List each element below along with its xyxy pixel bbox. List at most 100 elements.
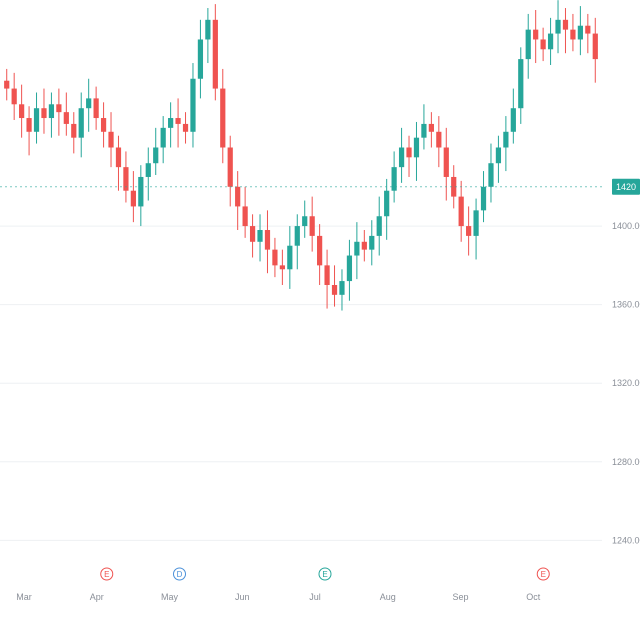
candle <box>212 4 218 101</box>
candle <box>197 19 204 99</box>
candle-body <box>451 176 457 197</box>
candle <box>153 127 159 175</box>
candle-body <box>86 98 92 109</box>
split-icon[interactable]: E <box>318 567 332 581</box>
candle-body <box>294 226 300 246</box>
candle <box>473 198 479 260</box>
candle-body <box>339 281 345 295</box>
candle-body <box>324 265 330 285</box>
candle <box>235 171 241 230</box>
candle-body <box>249 226 256 242</box>
candle-body <box>205 19 211 40</box>
candle <box>346 239 353 301</box>
candle-body <box>264 230 271 250</box>
candle-body <box>428 123 434 132</box>
candle-body <box>168 118 174 128</box>
candle <box>19 84 25 138</box>
candle <box>264 210 271 274</box>
candle-body <box>436 131 442 148</box>
candle <box>436 116 442 168</box>
candle <box>33 92 40 144</box>
candle <box>145 147 151 201</box>
current-price-label: 1420 <box>616 182 636 192</box>
candle-body <box>279 265 285 270</box>
candle-body <box>145 163 151 177</box>
earnings-icon[interactable]: E <box>536 567 550 581</box>
candle-body <box>376 216 382 236</box>
x-tick-label: May <box>161 592 179 602</box>
candle <box>175 98 181 148</box>
candle-body <box>115 147 122 168</box>
candle <box>503 116 509 172</box>
candle-body <box>100 118 107 132</box>
candle <box>4 68 10 101</box>
candle-body <box>26 118 32 132</box>
earnings-icon-letter: E <box>104 570 109 579</box>
candle-body <box>533 29 539 40</box>
candle <box>570 13 576 52</box>
candle <box>123 151 129 203</box>
candle-body <box>197 39 204 79</box>
candle-body <box>413 137 420 158</box>
candle-body <box>384 190 390 217</box>
candle-body <box>175 118 181 124</box>
candle <box>540 27 546 62</box>
candle <box>108 112 114 168</box>
earnings-icon[interactable]: E <box>100 567 114 581</box>
candle-body <box>495 147 502 164</box>
dividend-icon[interactable]: D <box>173 567 186 581</box>
candle <box>168 102 174 148</box>
candle <box>585 13 591 54</box>
candle-body <box>4 80 10 89</box>
x-tick-label: Oct <box>526 592 541 602</box>
x-tick-label: Apr <box>90 592 104 602</box>
candle <box>339 269 345 311</box>
candle <box>361 230 367 262</box>
candle-body <box>302 216 308 227</box>
candle <box>294 214 300 270</box>
candle-body <box>108 131 114 148</box>
candle <box>309 196 315 252</box>
candle-body <box>354 241 360 256</box>
candle <box>71 112 77 154</box>
candle <box>488 143 494 203</box>
candle <box>242 186 248 238</box>
y-tick-label: 1360.00 <box>612 300 640 310</box>
candle <box>56 88 62 136</box>
candle <box>63 92 69 136</box>
candle <box>354 222 360 280</box>
dividend-icon-letter: D <box>177 570 183 579</box>
candle <box>160 116 166 164</box>
x-tick-label: Sep <box>452 592 468 602</box>
candle-body <box>190 78 196 132</box>
candle-body <box>398 147 405 168</box>
candle <box>190 63 196 148</box>
candle <box>41 88 47 134</box>
candle <box>227 135 233 207</box>
candle-body <box>287 245 293 270</box>
candle-body <box>585 25 591 34</box>
split-icon-badge <box>318 567 332 581</box>
current-price-badge <box>612 178 640 195</box>
candle-body <box>391 167 397 191</box>
candle-body <box>473 210 479 236</box>
candle-body <box>443 147 449 177</box>
x-axis: Mar Apr May Jun Jul Aug Sep Oct <box>16 592 540 602</box>
candle-body <box>346 255 353 282</box>
candle <box>249 214 256 258</box>
candle <box>518 47 524 124</box>
candle-body <box>331 285 338 295</box>
candle <box>384 178 390 240</box>
candle <box>555 0 561 54</box>
earnings-icon-letter: E <box>541 570 546 579</box>
current-price-line: 1420 <box>0 178 640 195</box>
dividend-icon-badge <box>173 567 186 581</box>
candle <box>562 8 569 54</box>
y-tick-label: 1320.00 <box>612 378 640 388</box>
candle-body <box>56 104 62 113</box>
candle-body <box>406 147 412 158</box>
candle-body <box>369 235 375 250</box>
candle <box>376 196 382 256</box>
earnings-icon-badge <box>100 567 114 581</box>
